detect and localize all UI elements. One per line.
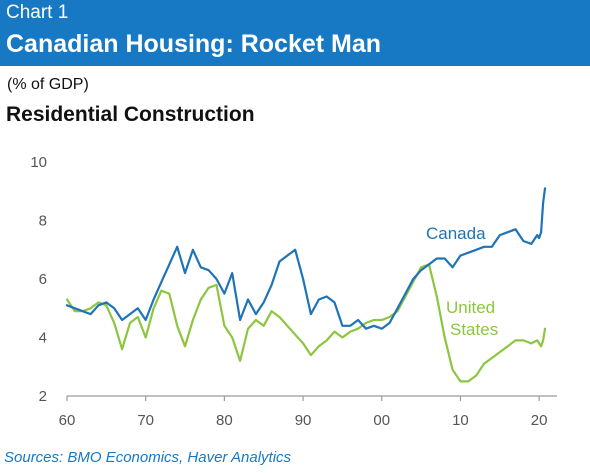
- x-tick-label: 70: [137, 412, 154, 429]
- x-tick-label: 80: [216, 412, 233, 429]
- united-states-label-line: United: [446, 298, 495, 317]
- series-lines: [65, 187, 547, 383]
- axes: 60 70 80 90 00 10 20 2 4 6 8 10: [30, 154, 557, 429]
- x-tick-label: 10: [452, 412, 469, 429]
- x-tick-label: 00: [373, 412, 390, 429]
- y-tick-label: 4: [39, 330, 47, 347]
- x-tick-label: 90: [295, 412, 312, 429]
- united-states-label-line: States: [450, 320, 498, 339]
- chart-header: Chart 1 Canadian Housing: Rocket Man: [0, 0, 590, 66]
- chart-number: Chart 1: [6, 2, 69, 23]
- y-tick-label: 10: [30, 154, 47, 171]
- chart-title: Canadian Housing: Rocket Man: [6, 30, 382, 58]
- chart-subtitle: Residential Construction: [6, 103, 255, 126]
- source-note: Sources: BMO Economics, Haver Analytics: [4, 449, 292, 466]
- canada-series-label: Canada: [426, 224, 486, 243]
- series-labels: Canada United States: [426, 224, 498, 339]
- canada-series-line: [65, 187, 547, 330]
- x-tick-label: 20: [531, 412, 548, 429]
- y-tick-label: 2: [39, 388, 47, 405]
- united-states-series-line: [65, 263, 547, 383]
- x-tick-label: 60: [59, 412, 76, 429]
- y-tick-label: 8: [39, 213, 47, 230]
- united-states-series-label: United States: [446, 298, 498, 339]
- y-tick-label: 6: [39, 271, 47, 288]
- unit-label: (% of GDP): [7, 76, 89, 93]
